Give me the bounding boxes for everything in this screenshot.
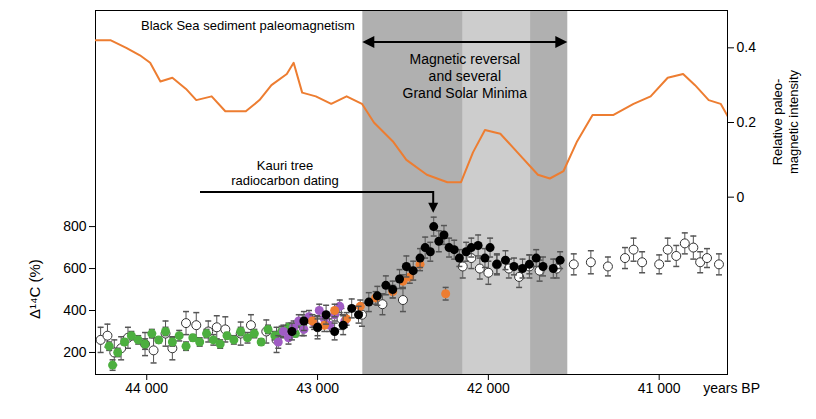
svg-text:Black Sea sediment paleomagnet: Black Sea sediment paleomagnetism	[141, 18, 355, 33]
svg-text:0: 0	[737, 189, 745, 205]
svg-text:800: 800	[63, 218, 87, 234]
svg-text:Magnetic reversaland severalGr: Magnetic reversaland severalGrand Solar …	[403, 51, 528, 101]
svg-text:magnetic intensity: magnetic intensity	[786, 69, 801, 174]
svg-text:200: 200	[63, 344, 87, 360]
svg-text:Kauri treeradiocarbon dating: Kauri treeradiocarbon dating	[231, 158, 339, 188]
svg-text:600: 600	[63, 260, 87, 276]
svg-text:42 000: 42 000	[467, 380, 510, 396]
svg-text:400: 400	[63, 302, 87, 318]
svg-text:44 000: 44 000	[125, 380, 168, 396]
svg-text:43 000: 43 000	[296, 380, 339, 396]
svg-text:Δ¹⁴C (%): Δ¹⁴C (%)	[26, 259, 43, 319]
svg-text:0.4: 0.4	[737, 39, 757, 55]
svg-text:0.2: 0.2	[737, 114, 757, 130]
svg-text:years BP: years BP	[703, 380, 760, 396]
svg-text:Relative paleo-: Relative paleo-	[770, 79, 785, 166]
svg-text:41 000: 41 000	[638, 380, 681, 396]
